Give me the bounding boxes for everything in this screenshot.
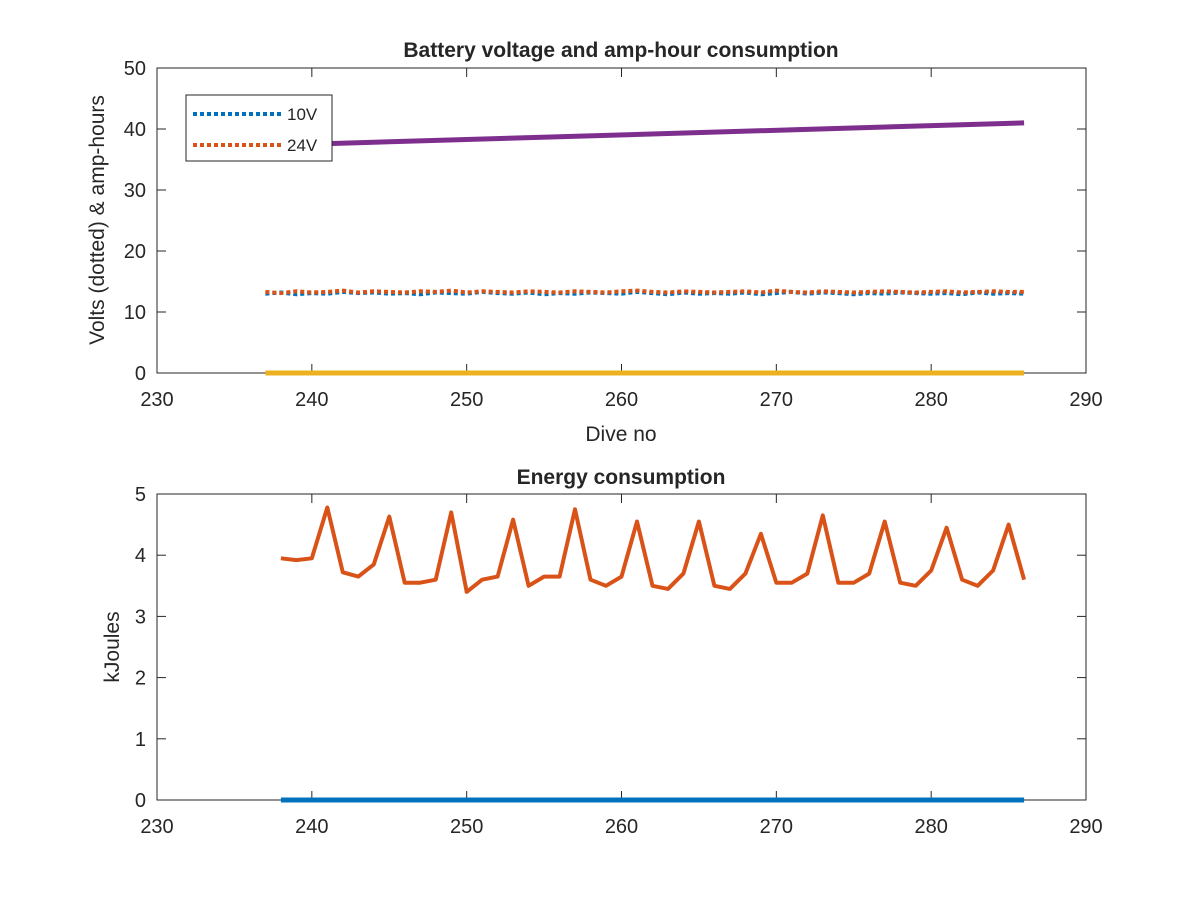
top-x-tick-label: 230: [140, 389, 173, 411]
legend-box: [185, 94, 333, 162]
top-x-tick-label: 280: [914, 389, 947, 411]
bottom-axes: 230 240 250 260 270 280 290 0 1 2 3 4 5 Energy consu…: [101, 466, 1103, 838]
top-series: [265, 120, 1025, 376]
top-y-tick-label: 50: [124, 58, 146, 80]
bottom-y-tick-label: 1: [135, 729, 146, 751]
top-ticks: 230 240 250 260 270 280 290 0 10 20 30 40 50: [124, 58, 1103, 411]
top-series-line-2: [265, 120, 1025, 148]
bottom-x-tick-label: 290: [1069, 816, 1102, 838]
bottom-plot-box: [156, 493, 1087, 801]
legend-10v-label: 10V: [287, 105, 318, 124]
legend-24v-label: 24V: [287, 136, 318, 155]
bottom-y-tick-label: 3: [135, 606, 146, 628]
top-chart-title: Battery voltage and amp-hour consumption: [403, 39, 838, 62]
top-legend: 10V 24V: [185, 94, 333, 162]
top-y-tick-label: 20: [124, 241, 146, 263]
top-x-axis-label: Dive no: [585, 423, 656, 446]
top-x-tick-label: 290: [1069, 389, 1102, 411]
top-y-tick-label: 0: [135, 363, 146, 385]
bottom-y-tick-label: 0: [135, 790, 146, 812]
bottom-series-line-1: [280, 505, 1027, 594]
top-x-tick-label: 240: [295, 389, 328, 411]
bottom-y-tick-label: 4: [135, 545, 146, 567]
top-x-tick-label: 250: [450, 389, 483, 411]
top-y-tick-label: 10: [124, 302, 146, 324]
bottom-x-tick-label: 240: [295, 816, 328, 838]
bottom-x-tick-label: 230: [140, 816, 173, 838]
bottom-chart-title: Energy consumption: [517, 466, 726, 489]
top-axes: 230 240 250 260 270 280 290 0 10 20 30 40 50 Battery…: [86, 39, 1103, 446]
top-y-axis-label: Volts (dotted) & amp-hours: [86, 95, 109, 345]
top-y-tick-label: 30: [124, 180, 146, 202]
bottom-x-tick-label: 280: [914, 816, 947, 838]
bottom-x-tick-label: 260: [605, 816, 638, 838]
bottom-series: [280, 505, 1027, 803]
bottom-y-tick-label: 5: [135, 484, 146, 506]
top-series-line-24v: [265, 288, 1025, 296]
top-y-tick-label: 40: [124, 119, 146, 141]
bottom-x-tick-label: 250: [450, 816, 483, 838]
top-x-tick-label: 260: [605, 389, 638, 411]
bottom-x-tick-label: 270: [760, 816, 793, 838]
top-x-tick-label: 270: [760, 389, 793, 411]
bottom-y-tick-label: 2: [135, 668, 146, 690]
bottom-y-axis-label: kJoules: [101, 611, 124, 682]
bottom-ticks: 230 240 250 260 270 280 290 0 1 2 3 4 5: [135, 484, 1103, 838]
